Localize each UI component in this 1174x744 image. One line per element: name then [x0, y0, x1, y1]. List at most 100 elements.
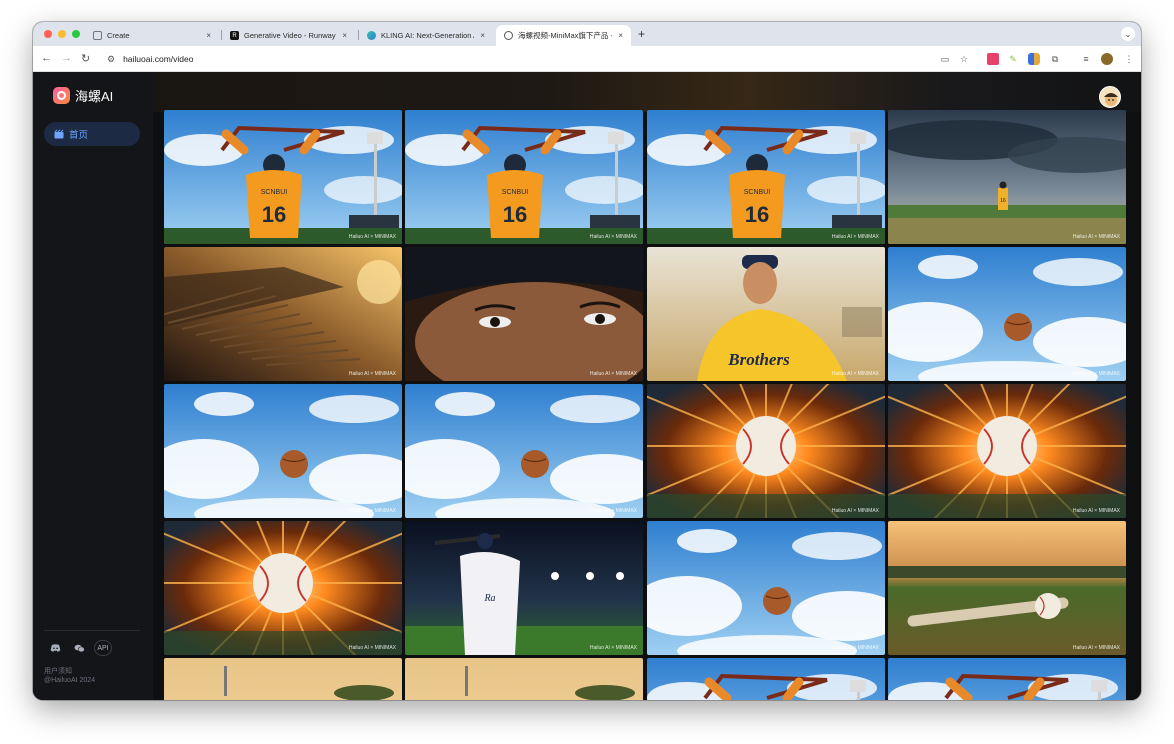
kling-icon	[367, 31, 376, 40]
address-bar[interactable]: ⚙ hailuoai.com/video	[97, 50, 957, 68]
video-icon	[54, 129, 64, 139]
video-tile[interactable]: Hailuo AI × MINIMAX	[405, 384, 643, 518]
video-tile[interactable]	[405, 658, 643, 700]
url-text: hailuoai.com/video	[123, 54, 194, 64]
watermark: Hailuo AI × MINIMAX	[831, 508, 879, 514]
svg-text:16: 16	[503, 202, 527, 227]
video-tile[interactable]: Hailuo AI × MINIMAX	[405, 247, 643, 381]
video-thumbnail: SCNBUI 16	[164, 110, 402, 244]
video-tile[interactable]: Hailuo AI × MINIMAX	[888, 521, 1126, 655]
video-tile[interactable]: Hailuo AI × MINIMAX	[164, 247, 402, 381]
document-icon	[93, 31, 102, 40]
wechat-icon[interactable]	[70, 640, 88, 656]
forward-icon[interactable]: →	[61, 52, 72, 64]
svg-text:Ra: Ra	[483, 593, 495, 604]
watermark: Hailuo AI × MINIMAX	[589, 645, 637, 651]
video-tile[interactable]: SCNBUI 16 Hailuo AI × MINIMAX	[164, 110, 402, 244]
zoom-window-button[interactable]	[72, 30, 80, 38]
video-thumbnail	[164, 658, 402, 700]
app-logo[interactable]: 海螺AI	[53, 86, 113, 105]
new-tab-button[interactable]: +	[638, 27, 646, 41]
cast-icon[interactable]: ▭	[940, 53, 950, 64]
close-icon[interactable]: ×	[618, 31, 623, 40]
watermark: Hailuo AI × MINIMAX	[831, 645, 879, 651]
bookmark-star-icon[interactable]: ☆	[959, 53, 969, 64]
logo-text: 海螺AI	[75, 89, 114, 104]
video-tile[interactable]: Hailuo AI × MINIMAX	[647, 384, 885, 518]
social-links: API	[46, 640, 112, 656]
hailuo-icon	[504, 31, 513, 40]
profile-avatar-icon[interactable]	[1101, 53, 1113, 65]
watermark: Hailuo AI × MINIMAX	[589, 371, 637, 377]
user-notice-link[interactable]: 用户须知	[44, 668, 72, 675]
video-tile[interactable]: SCNBUI 16	[888, 658, 1126, 700]
browser-window: Create × R Generative Video - Runway × K…	[33, 22, 1141, 700]
site-settings-icon[interactable]: ⚙	[107, 53, 116, 64]
api-link[interactable]: API	[94, 640, 112, 656]
page-content: 海螺AI 首页 API 用户须知 @HailuoAI 2024	[33, 72, 1141, 700]
video-tile[interactable]: Hailuo AI × MINIMAX	[888, 384, 1126, 518]
video-thumbnail	[405, 658, 643, 700]
video-thumbnail: SCNBUI 16	[405, 110, 643, 244]
extension-leaf-icon[interactable]: ✎	[1009, 53, 1017, 64]
video-thumbnail	[164, 247, 402, 381]
runway-icon: R	[230, 31, 239, 40]
extension-pink-icon[interactable]	[987, 53, 999, 65]
sidebar-item-home[interactable]: 首页	[44, 122, 140, 146]
reading-list-icon[interactable]: ≡	[1083, 54, 1089, 64]
video-tile[interactable]: Hailuo AI × MINIMAX	[647, 521, 885, 655]
tab-kling[interactable]: KLING AI: Next-Generation A ×	[359, 25, 493, 46]
video-thumbnail	[647, 384, 885, 518]
video-tile[interactable]: Hailuo AI × MINIMAX	[164, 384, 402, 518]
sidebar-item-label: 首页	[69, 130, 89, 141]
svg-text:Brothers: Brothers	[727, 350, 790, 369]
close-icon[interactable]: ×	[206, 31, 211, 40]
back-icon[interactable]: ←	[41, 52, 52, 64]
video-thumbnail: SCNBUI 16	[647, 658, 885, 700]
hailuo-logo-icon	[53, 87, 70, 104]
tab-strip: Create × R Generative Video - Runway × K…	[33, 22, 1141, 46]
sidebar: 海螺AI 首页 API 用户须知 @HailuoAI 2024	[33, 72, 153, 700]
tab-create[interactable]: Create ×	[85, 25, 219, 46]
svg-text:SCNBUI: SCNBUI	[261, 189, 288, 196]
browser-toolbar: ← → ↻ ⚙ hailuoai.com/video ▭ ☆ ✎ ⧉ ≡ ⋮	[33, 46, 1141, 72]
tab-hailuo[interactable]: 海螺视频-MiniMax旗下产品 - ×	[496, 25, 631, 46]
close-window-button[interactable]	[44, 30, 52, 38]
watermark: Hailuo AI × MINIMAX	[589, 234, 637, 240]
more-menu-icon[interactable]: ⋮	[1124, 53, 1134, 64]
svg-text:SCNBUI: SCNBUI	[744, 189, 771, 196]
chevron-down-icon[interactable]: ⌄	[1121, 27, 1135, 41]
video-thumbnail: 16	[888, 110, 1126, 244]
watermark: Hailuo AI × MINIMAX	[831, 234, 879, 240]
video-thumbnail	[405, 247, 643, 381]
video-tile[interactable]: Brothers Hailuo AI × MINIMAX	[647, 247, 885, 381]
watermark: Hailuo AI × MINIMAX	[1072, 371, 1120, 377]
watermark: Hailuo AI × MINIMAX	[348, 645, 396, 651]
video-tile[interactable]: Ra Hailuo AI × MINIMAX	[405, 521, 643, 655]
copyright-text: @HailuoAI 2024	[44, 677, 96, 684]
tab-runway[interactable]: R Generative Video - Runway ×	[222, 25, 355, 46]
watermark: Hailuo AI × MINIMAX	[1072, 508, 1120, 514]
extensions-puzzle-icon[interactable]: ⧉	[1051, 53, 1059, 64]
video-tile[interactable]	[164, 658, 402, 700]
close-icon[interactable]: ×	[480, 31, 485, 40]
reload-icon[interactable]: ↻	[81, 53, 91, 65]
video-tile[interactable]: Hailuo AI × MINIMAX	[164, 521, 402, 655]
video-tile[interactable]: SCNBUI 16 Hailuo AI × MINIMAX	[647, 110, 885, 244]
user-avatar[interactable]	[1099, 86, 1121, 108]
video-thumbnail: Ra	[405, 521, 643, 655]
video-thumbnail	[405, 384, 643, 518]
watermark: Hailuo AI × MINIMAX	[348, 508, 396, 514]
svg-text:16: 16	[262, 202, 286, 227]
header-backdrop	[153, 72, 1141, 112]
video-tile[interactable]: SCNBUI 16	[647, 658, 885, 700]
svg-text:16: 16	[745, 202, 769, 227]
minimize-window-button[interactable]	[58, 30, 66, 38]
video-tile[interactable]: SCNBUI 16 Hailuo AI × MINIMAX	[405, 110, 643, 244]
close-icon[interactable]: ×	[342, 31, 347, 40]
extension-grid-icon[interactable]	[1028, 53, 1040, 65]
video-tile[interactable]: 16 Hailuo AI × MINIMAX	[888, 110, 1126, 244]
video-tile[interactable]: Hailuo AI × MINIMAX	[888, 247, 1126, 381]
svg-text:16: 16	[1000, 198, 1006, 204]
discord-icon[interactable]	[46, 640, 64, 656]
